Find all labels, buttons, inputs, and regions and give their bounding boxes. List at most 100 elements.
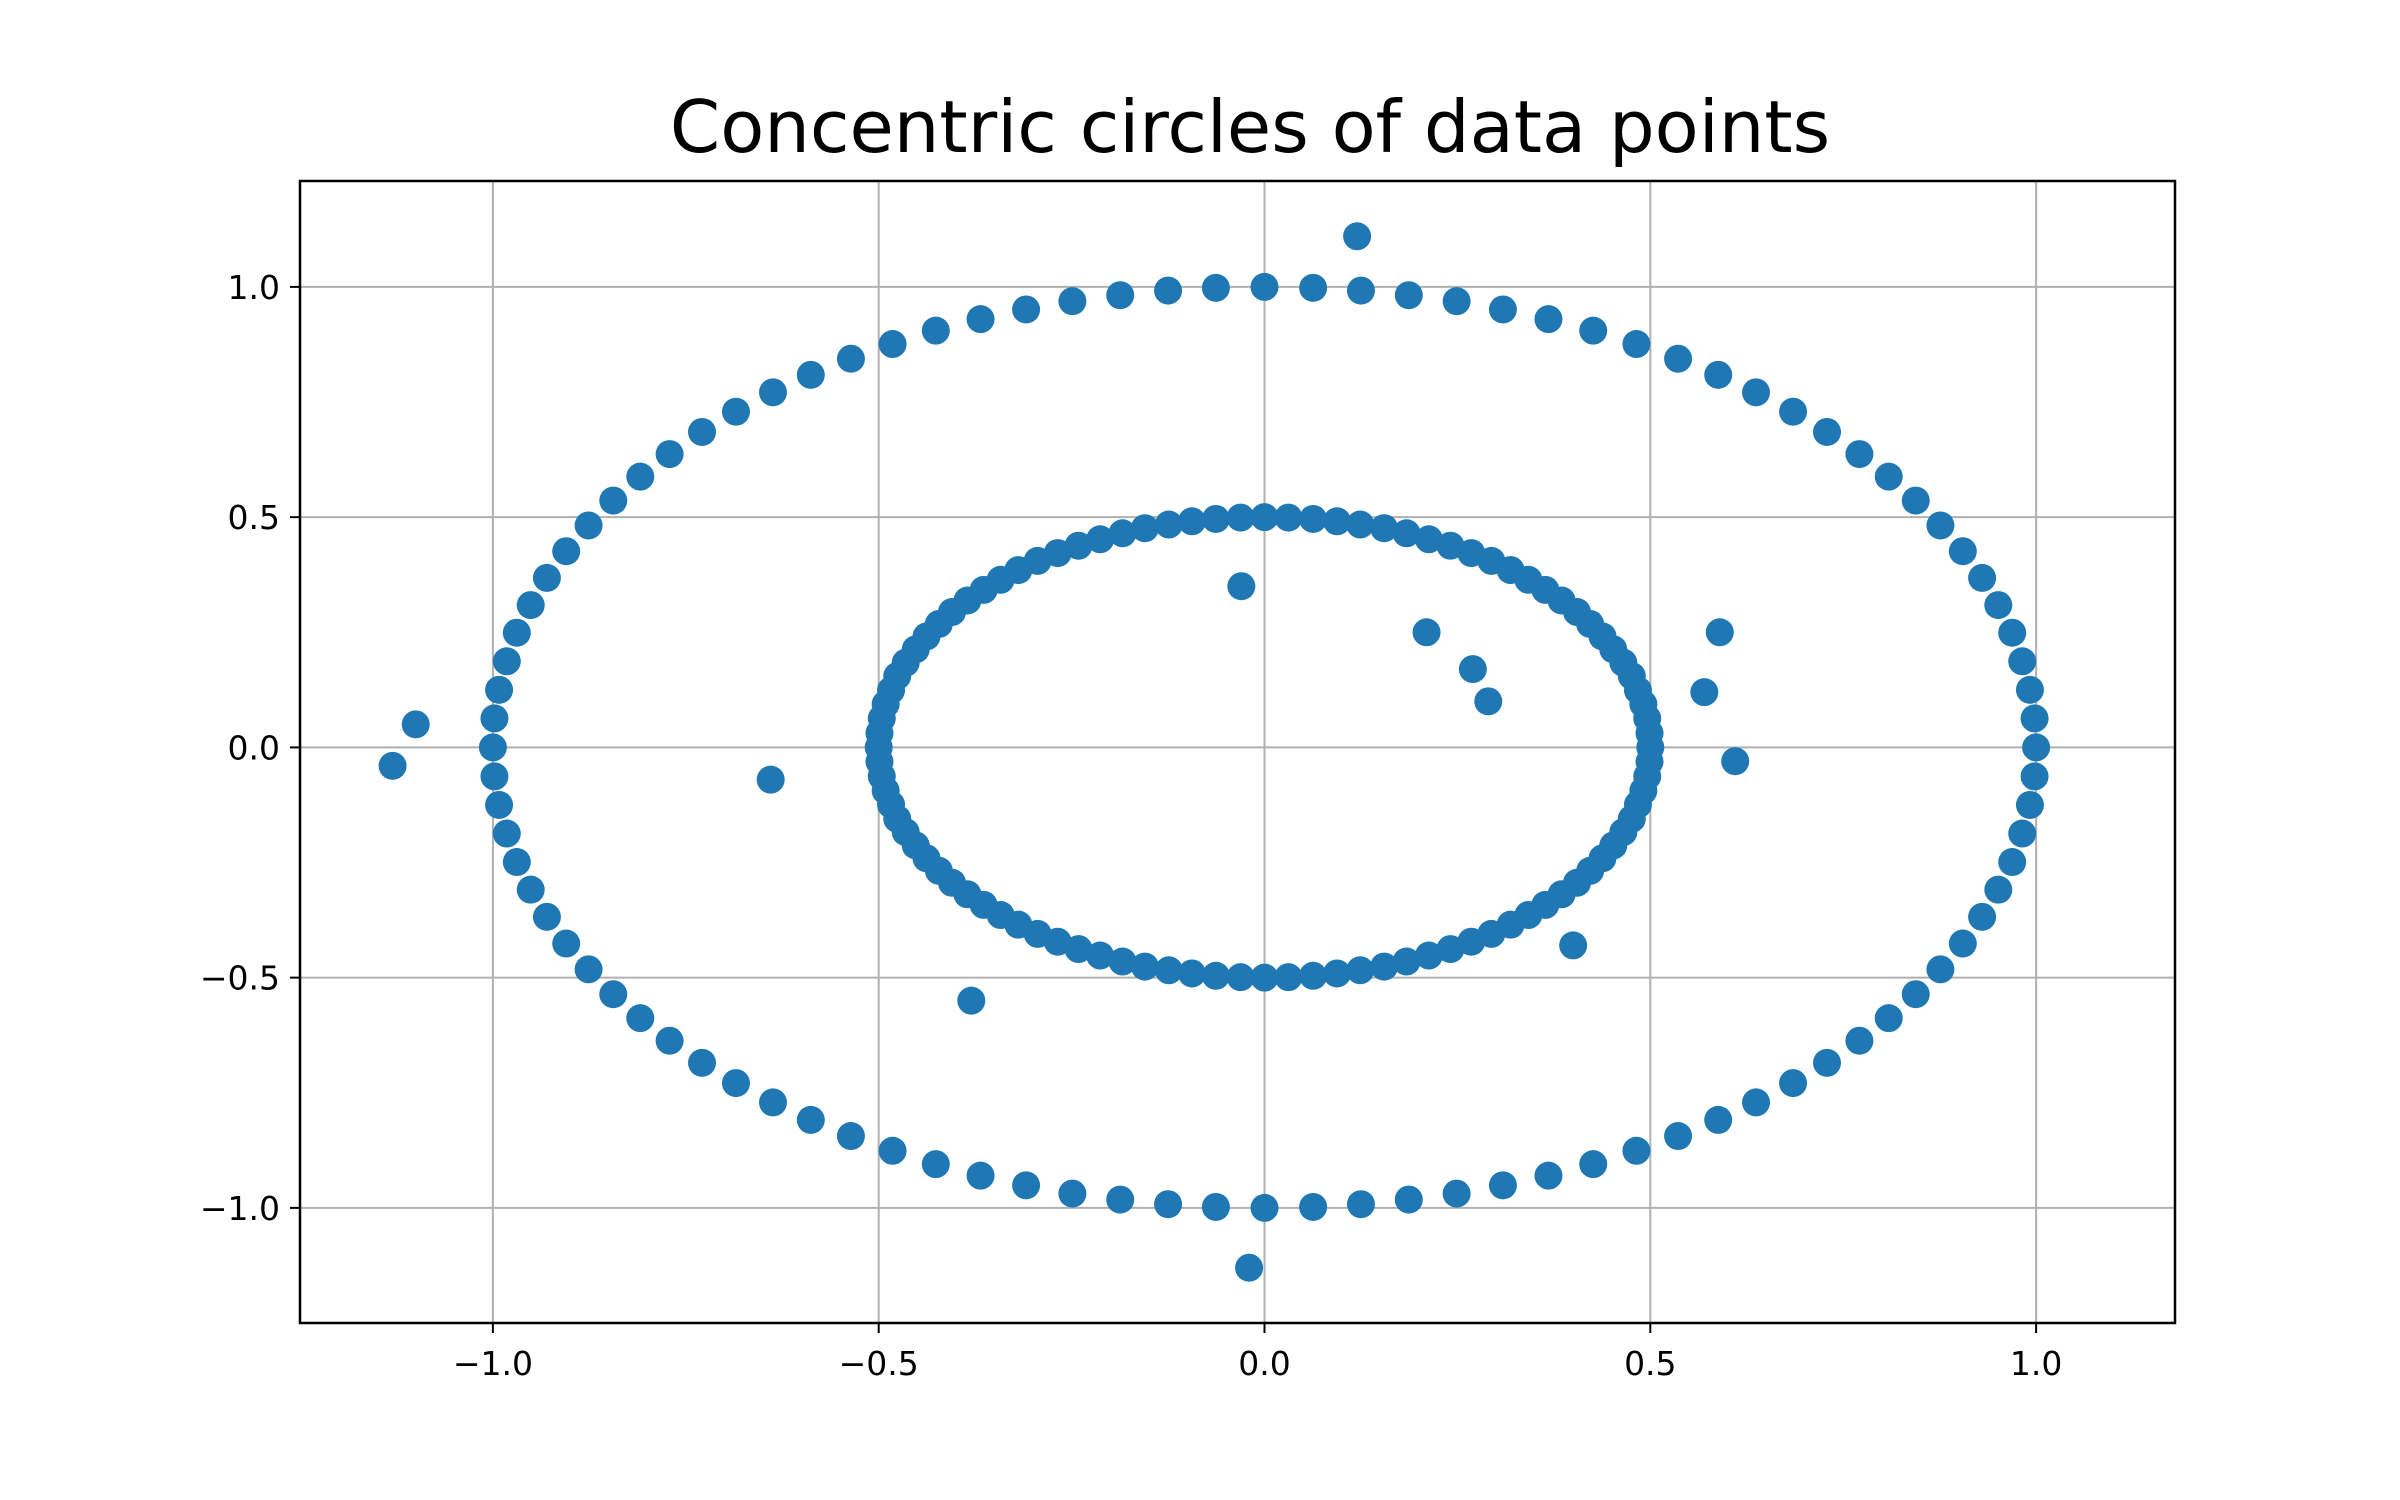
data-point — [1086, 525, 1115, 554]
data-point — [1968, 563, 1997, 592]
data-point — [878, 330, 907, 359]
data-point — [1704, 360, 1733, 389]
data-point — [2022, 733, 2051, 762]
y-tick-label: 0.0 — [228, 728, 280, 767]
data-point — [378, 751, 407, 780]
data-point — [1926, 511, 1955, 540]
data-point — [532, 902, 561, 931]
data-point — [1948, 929, 1977, 958]
data-point — [1370, 952, 1399, 981]
x-tick-label: 0.5 — [1624, 1344, 1676, 1383]
data-point — [1579, 316, 1608, 345]
data-point — [836, 1122, 865, 1151]
data-point — [1436, 531, 1465, 560]
data-point — [1250, 1193, 1279, 1222]
data-point — [2008, 819, 2037, 848]
data-point — [532, 563, 561, 592]
data-point — [1226, 503, 1255, 532]
x-tick-label: −1.0 — [453, 1344, 533, 1383]
data-point — [758, 378, 787, 407]
data-point — [1201, 273, 1230, 302]
data-point — [1984, 591, 2013, 620]
data-point — [516, 875, 545, 904]
data-point — [1343, 222, 1372, 251]
data-point — [921, 316, 950, 345]
data-point — [1901, 980, 1930, 1009]
data-point — [480, 704, 509, 733]
data-point — [1064, 935, 1093, 964]
data-point — [1813, 417, 1842, 446]
data-point — [574, 511, 603, 540]
data-point — [1323, 959, 1352, 988]
data-point — [626, 462, 655, 491]
data-point — [1874, 1004, 1903, 1033]
data-point — [1177, 959, 1206, 988]
data-point — [1323, 507, 1352, 536]
data-point — [1177, 507, 1206, 536]
data-point — [1742, 378, 1771, 407]
data-point — [1474, 687, 1503, 716]
data-point — [599, 980, 628, 1009]
data-point — [1721, 747, 1750, 776]
data-point — [878, 1136, 907, 1165]
data-point — [1926, 955, 1955, 984]
data-point — [1250, 963, 1279, 992]
data-point — [1012, 1171, 1041, 1200]
data-point — [480, 762, 509, 791]
data-point — [1394, 281, 1423, 310]
data-point — [1058, 287, 1087, 316]
data-point — [1690, 678, 1719, 707]
data-point — [1779, 1069, 1808, 1098]
data-point — [1488, 1171, 1517, 1200]
data-point — [516, 591, 545, 620]
data-point — [796, 1105, 825, 1134]
data-point — [721, 397, 750, 426]
data-point — [1058, 1179, 1087, 1208]
data-point — [1108, 947, 1137, 976]
data-point — [1274, 503, 1303, 532]
data-point — [485, 790, 514, 819]
data-point — [1250, 272, 1279, 301]
data-point — [957, 986, 986, 1015]
data-point — [1622, 1136, 1651, 1165]
data-point — [1227, 572, 1256, 601]
data-point — [966, 1161, 995, 1190]
data-point — [688, 417, 717, 446]
data-point — [2008, 647, 2037, 676]
data-point — [1392, 519, 1421, 548]
data-point — [1984, 875, 2013, 904]
plot-frame — [298, 179, 2177, 1325]
data-point — [1442, 287, 1471, 316]
data-point — [1412, 618, 1441, 647]
data-point — [1664, 1122, 1693, 1151]
data-point — [758, 1088, 787, 1117]
data-point — [492, 647, 521, 676]
data-point — [1106, 1185, 1135, 1214]
data-point — [1299, 1192, 1328, 1221]
data-point — [1779, 397, 1808, 426]
grid — [300, 181, 2175, 1323]
data-point — [1201, 1192, 1230, 1221]
data-point — [655, 440, 684, 469]
data-point — [552, 537, 581, 566]
x-tick-label: 0.0 — [1238, 1344, 1290, 1383]
data-point — [1458, 655, 1487, 684]
data-point — [1201, 961, 1230, 990]
data-point — [1130, 952, 1159, 981]
data-point — [1579, 1150, 1608, 1179]
data-point — [2020, 704, 2049, 733]
data-point — [1154, 276, 1183, 305]
data-point — [1998, 848, 2027, 877]
data-point — [1559, 931, 1588, 960]
data-point — [2015, 675, 2044, 704]
data-point — [1901, 486, 1930, 515]
data-point — [655, 1026, 684, 1055]
data-point — [485, 675, 514, 704]
data-point — [1442, 1179, 1471, 1208]
y-tick-label: 0.5 — [228, 498, 280, 537]
y-tick-label: −1.0 — [200, 1189, 280, 1228]
data-point — [1635, 747, 1664, 776]
data-point — [1534, 305, 1563, 334]
data-point — [1370, 514, 1399, 543]
